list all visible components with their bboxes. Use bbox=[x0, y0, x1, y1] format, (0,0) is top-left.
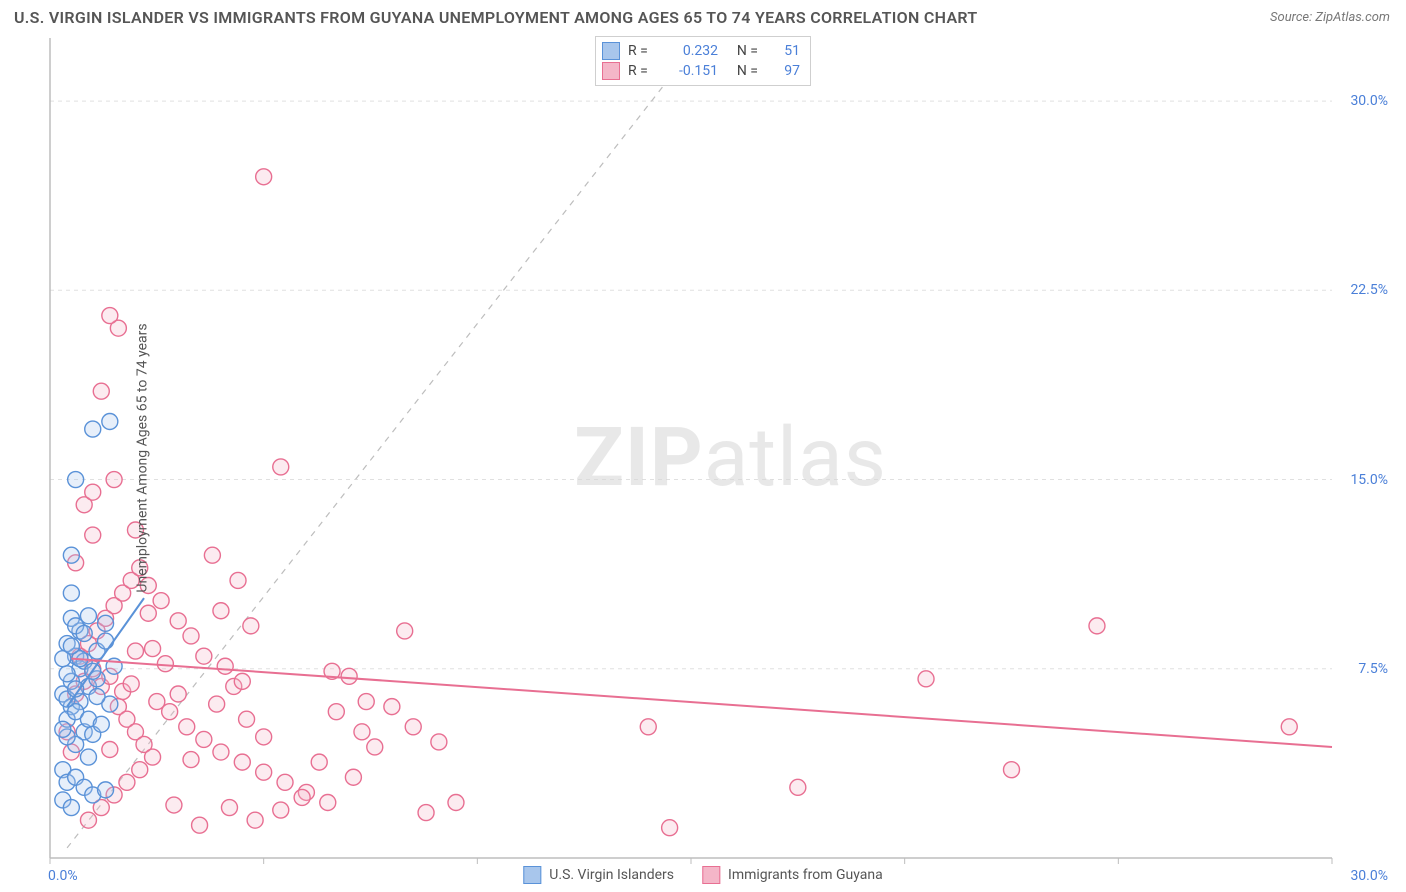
swatch-blue bbox=[602, 42, 620, 60]
n-value-b: 97 bbox=[766, 61, 800, 81]
swatch-blue-icon bbox=[523, 866, 541, 884]
scatter-chart bbox=[14, 34, 1392, 882]
swatch-pink-icon bbox=[702, 866, 720, 884]
y-axis-label: Unemployment Among Ages 65 to 74 years bbox=[135, 323, 151, 592]
r-value-a: 0.232 bbox=[664, 41, 718, 61]
y-tick-label: 15.0% bbox=[1350, 472, 1388, 488]
correlation-legend: R = 0.232 N = 51 R = -0.151 N = 97 bbox=[595, 36, 811, 86]
r-value-b: -0.151 bbox=[664, 61, 718, 81]
legend-item-b: Immigrants from Guyana bbox=[702, 866, 883, 884]
chart-area: Unemployment Among Ages 65 to 74 years Z… bbox=[14, 34, 1392, 882]
header: U.S. VIRGIN ISLANDER VS IMMIGRANTS FROM … bbox=[0, 0, 1406, 33]
legend-row-blue: R = 0.232 N = 51 bbox=[602, 41, 800, 61]
y-tick-label: 22.5% bbox=[1350, 282, 1388, 298]
series-legend: U.S. Virgin Islanders Immigrants from Gu… bbox=[523, 866, 882, 884]
x-axis-max: 30.0% bbox=[1350, 868, 1388, 884]
y-tick-label: 7.5% bbox=[1358, 661, 1388, 677]
n-value-a: 51 bbox=[766, 41, 800, 61]
legend-row-pink: R = -0.151 N = 97 bbox=[602, 61, 800, 81]
legend-item-a: U.S. Virgin Islanders bbox=[523, 866, 674, 884]
source-label: Source: ZipAtlas.com bbox=[1270, 10, 1390, 25]
x-axis-min: 0.0% bbox=[48, 868, 78, 884]
y-tick-label: 30.0% bbox=[1350, 93, 1388, 109]
swatch-pink bbox=[602, 62, 620, 80]
chart-title: U.S. VIRGIN ISLANDER VS IMMIGRANTS FROM … bbox=[14, 8, 978, 27]
